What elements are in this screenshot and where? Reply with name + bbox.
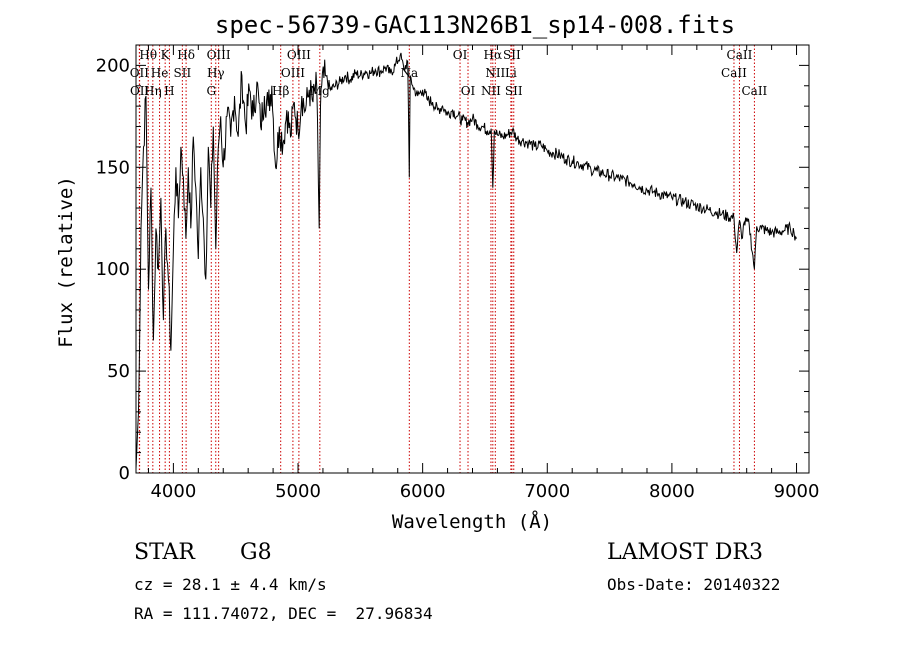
observation-date: Obs-Date: 20140322 (607, 575, 781, 594)
spectral-line-label: OI (461, 84, 476, 98)
x-tick-label: 9000 (774, 481, 820, 502)
spectral-line-label: H (164, 84, 174, 98)
spectral-line-label: OIII (207, 48, 231, 62)
spectral-line-label: Hη (144, 84, 162, 98)
spectral-line-label: SII (505, 84, 523, 98)
spectral-line-label: OI (453, 48, 468, 62)
x-tick-label: 6000 (400, 481, 446, 502)
y-tick-label: 0 (119, 463, 130, 484)
spectral-line-label: G (206, 84, 216, 98)
spectral-line-markers (138, 45, 755, 473)
y-tick-label: 150 (96, 157, 130, 178)
spectral-line-label: Hα (484, 48, 503, 62)
spectral-line-label: Mg (310, 84, 330, 98)
spectral-line-label: CaII (727, 48, 753, 62)
y-tick-label: 200 (96, 55, 130, 76)
spectral-line-label: CaII (741, 84, 767, 98)
survey-name: LAMOST DR3 (607, 540, 763, 565)
y-axis-ticks: 0 50 100 150 200 (96, 55, 809, 484)
spectral-line-label: OII (130, 66, 150, 80)
x-tick-label: 4000 (150, 481, 196, 502)
spectral-line-label: NII (481, 84, 501, 98)
spectral-line-label: Hθ (139, 48, 157, 62)
y-tick-label: 50 (107, 361, 130, 382)
spectral-line-label: Hδ (177, 48, 195, 62)
spectral-line-label: Li (505, 66, 517, 80)
redshift-velocity: cz = 28.1 ± 4.4 km/s (134, 575, 327, 594)
x-tick-label: 5000 (275, 481, 321, 502)
spectral-line-label: OIII (287, 48, 311, 62)
spectral-line-label: OII (130, 84, 150, 98)
object-type: STAR (134, 540, 195, 565)
spectral-line-label: Hβ (272, 84, 289, 98)
subclass: G8 (240, 540, 272, 565)
spectral-line-label: K (161, 48, 171, 62)
spectral-line-label: Hγ (207, 66, 225, 80)
x-axis-label: Wavelength (Å) (392, 510, 552, 533)
chart-title: spec-56739-GAC113N26B1_sp14-008.fits (215, 11, 735, 39)
x-tick-label: 8000 (649, 481, 695, 502)
spectral-line-label: SII (503, 48, 521, 62)
plot-frame (135, 44, 810, 474)
y-axis-label: Flux (relative) (55, 176, 77, 348)
spectral-line-label: OIII (281, 66, 305, 80)
spectral-line-label: Na (400, 66, 418, 80)
spectral-line-label: He (151, 66, 169, 80)
spectral-line-label: SII (174, 66, 192, 80)
spectral-line-label: CaII (721, 66, 747, 80)
flux-series-line (135, 52, 797, 469)
x-axis-ticks: 4000 5000 6000 7000 8000 9000 (147, 45, 820, 502)
y-tick-label: 100 (96, 259, 130, 280)
spectral-line-label: NII (485, 66, 505, 80)
coordinates: RA = 111.74072, DEC = 27.96834 (134, 604, 433, 623)
x-tick-label: 7000 (524, 481, 570, 502)
